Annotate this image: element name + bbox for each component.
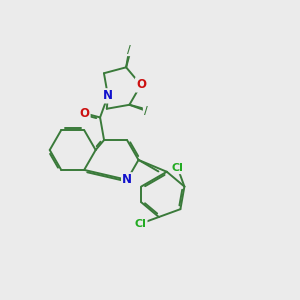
Text: Cl: Cl	[135, 219, 146, 229]
Text: O: O	[136, 78, 146, 92]
Text: /: /	[144, 106, 148, 116]
Text: O: O	[80, 107, 89, 120]
Text: O: O	[80, 107, 89, 120]
Text: Cl: Cl	[172, 163, 184, 173]
Text: Cl: Cl	[172, 163, 184, 173]
Text: Cl: Cl	[135, 219, 146, 229]
Text: N: N	[103, 89, 113, 102]
Text: N: N	[122, 173, 132, 186]
Text: O: O	[136, 78, 146, 92]
Text: N: N	[103, 89, 113, 102]
Text: N: N	[122, 173, 132, 186]
Text: /: /	[127, 45, 131, 55]
